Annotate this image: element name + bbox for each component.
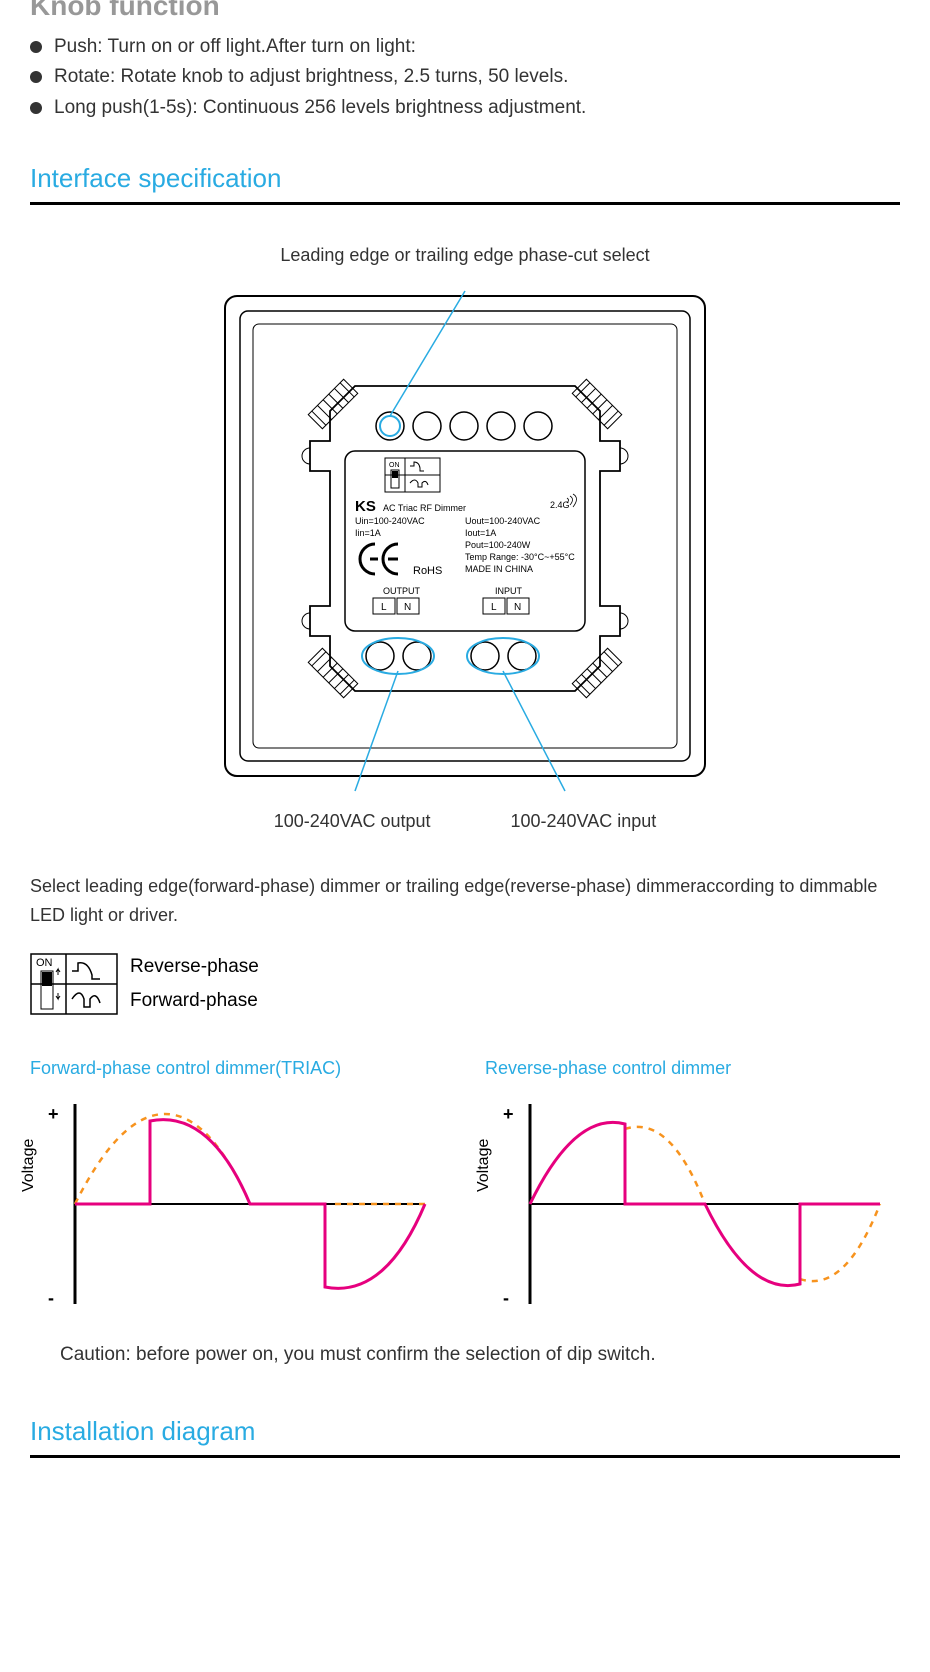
svg-text:AC Triac RF Dimmer: AC Triac RF Dimmer [383, 503, 466, 513]
install-heading: Installation diagram [30, 1416, 900, 1447]
svg-text:Uout=100-240VAC: Uout=100-240VAC [465, 516, 541, 526]
knob-item: Long push(1-5s): Continuous 256 levels b… [30, 93, 900, 123]
waveform-charts: Forward-phase control dimmer(TRIAC) + - … [30, 1058, 900, 1314]
heading-underline [30, 1455, 900, 1458]
svg-text:N: N [514, 602, 521, 613]
svg-text:L: L [491, 602, 497, 613]
svg-text:Uin=100-240VAC: Uin=100-240VAC [355, 516, 425, 526]
input-label: 100-240VAC input [511, 811, 657, 832]
svg-text:L: L [381, 602, 387, 613]
voltage-axis-label: Voltage [475, 1138, 493, 1191]
forward-phase-label: Forward-phase [130, 984, 259, 1018]
forward-wave-svg [60, 1099, 430, 1309]
svg-text:Temp Range: -30°C~+55°C: Temp Range: -30°C~+55°C [465, 552, 575, 562]
phase-switch-diagram: ON Reverse-phase Forward-phase [30, 950, 900, 1018]
svg-text:OUTPUT: OUTPUT [383, 586, 421, 596]
svg-text:INPUT: INPUT [495, 586, 523, 596]
svg-text:Iin=1A: Iin=1A [355, 528, 381, 538]
device-diagram: Leading edge or trailing edge phase-cut … [30, 245, 900, 832]
diagram-top-label: Leading edge or trailing edge phase-cut … [30, 245, 900, 266]
svg-text:KS: KS [355, 498, 376, 515]
svg-text:N: N [404, 602, 411, 613]
device-svg: ON KS AC Triac RF Dimmer 2.4G Uin=100-24… [205, 276, 725, 796]
caution-text: Caution: before power on, you must confi… [60, 1344, 900, 1366]
svg-text:2.4G: 2.4G [550, 500, 570, 510]
forward-wave-title: Forward-phase control dimmer(TRIAC) [30, 1058, 445, 1079]
knob-function-title: Knob function [30, 0, 900, 22]
voltage-axis-label: Voltage [20, 1138, 38, 1191]
knob-item: Rotate: Rotate knob to adjust brightness… [30, 62, 900, 92]
reverse-phase-label: Reverse-phase [130, 950, 259, 984]
svg-text:Pout=100-240W: Pout=100-240W [465, 540, 531, 550]
output-label: 100-240VAC output [274, 811, 431, 832]
phase-select-text: Select leading edge(forward-phase) dimme… [30, 872, 900, 930]
svg-text:Iout=1A: Iout=1A [465, 528, 496, 538]
reverse-wave-title: Reverse-phase control dimmer [485, 1058, 900, 1079]
knob-item: Push: Turn on or off light.After turn on… [30, 32, 900, 62]
svg-text:MADE IN CHINA: MADE IN CHINA [465, 564, 533, 574]
interface-spec-heading: Interface specification [30, 163, 900, 194]
knob-function-list: Push: Turn on or off light.After turn on… [30, 32, 900, 123]
heading-underline [30, 202, 900, 205]
svg-text:ON: ON [36, 957, 53, 969]
reverse-wave-svg [515, 1099, 885, 1309]
svg-text:RoHS: RoHS [413, 565, 442, 577]
svg-text:ON: ON [389, 462, 400, 469]
